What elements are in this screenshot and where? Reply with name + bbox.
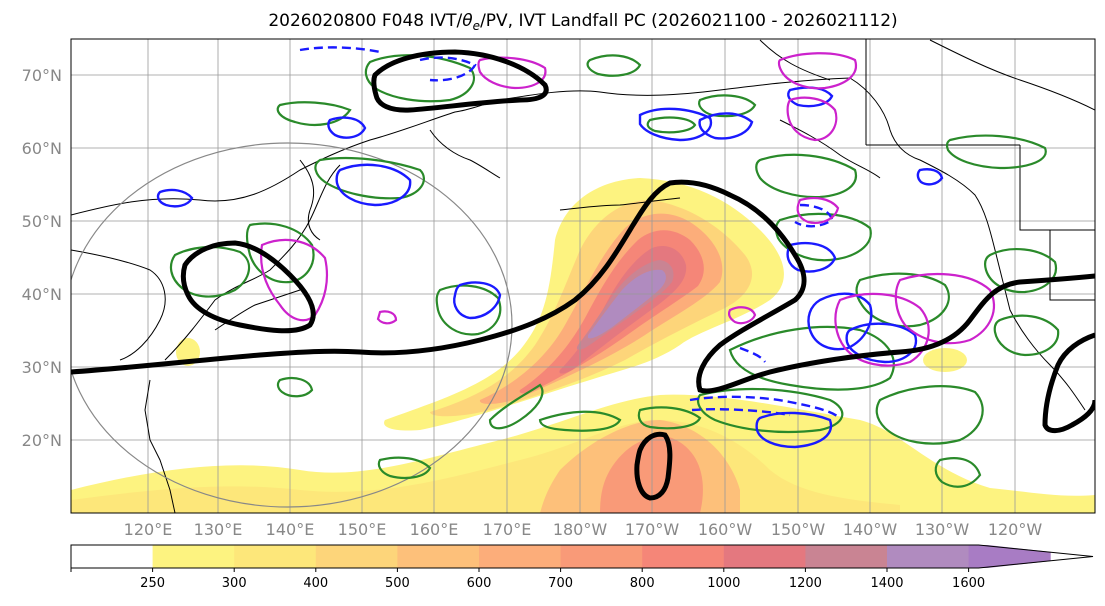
- lat-label: 70°N: [22, 66, 62, 85]
- lon-label: 160°W: [698, 520, 753, 539]
- graticule: [71, 39, 1095, 513]
- colorbar-segment: [968, 545, 1051, 568]
- colorbar-label: 250: [140, 576, 165, 591]
- colorbar-segment: [234, 545, 317, 568]
- lon-label: 120°W: [988, 520, 1043, 539]
- colorbar-segment: [887, 545, 970, 568]
- lon-label: 130°E: [194, 520, 243, 539]
- pv-dashed-contours: [299, 46, 841, 419]
- map-panel: [71, 39, 1095, 513]
- colorbar-segment: [805, 545, 888, 568]
- colorbar-label: 700: [548, 576, 573, 591]
- colorbar-label: 1000: [707, 576, 740, 591]
- lon-label: 150°W: [771, 520, 826, 539]
- colorbar-label: 1400: [870, 576, 903, 591]
- lon-label: 140°E: [266, 520, 315, 539]
- lon-label: 130°W: [915, 520, 970, 539]
- lat-label: 60°N: [22, 139, 62, 158]
- colorbar-segment: [315, 545, 398, 568]
- colorbar-segment: [71, 545, 154, 568]
- latitude-labels: 70°N 60°N 50°N 40°N 30°N 20°N: [22, 66, 62, 450]
- colorbar-label: 400: [303, 576, 328, 591]
- coastlines: [71, 39, 1095, 513]
- ivt-band-south-700: [600, 436, 703, 513]
- lon-label: 150°E: [338, 520, 387, 539]
- colorbar-label: 300: [222, 576, 247, 591]
- lat-label: 30°N: [22, 358, 62, 377]
- lon-label: 160°E: [410, 520, 459, 539]
- colorbar-segment: [479, 545, 562, 568]
- colorbar-segment: [152, 545, 235, 568]
- colorbar-outline: [70, 544, 1094, 569]
- lon-label: 170°E: [483, 520, 532, 539]
- colorbar-label: 500: [385, 576, 410, 591]
- map-border: [70, 38, 1096, 514]
- lon-label: 170°W: [625, 520, 680, 539]
- longitude-labels: 120°E 130°E 140°E 150°E 160°E 170°E 180°…: [124, 520, 1043, 539]
- landfall-pc-contours: [71, 49, 1095, 501]
- ivt-landfall-circle: [71, 142, 513, 508]
- lat-label: 20°N: [22, 431, 62, 450]
- lon-label: 120°E: [124, 520, 173, 539]
- lat-label: 50°N: [22, 212, 62, 231]
- colorbar-label: 1200: [789, 576, 822, 591]
- colorbar-label: 600: [467, 576, 492, 591]
- lon-label: 180°W: [553, 520, 608, 539]
- colorbar-segment: [397, 545, 480, 568]
- ivt-blob-east: [923, 348, 967, 372]
- colorbar-segment: [723, 545, 806, 568]
- ivt-shading: [71, 178, 1095, 513]
- colorbar-label: 800: [630, 576, 655, 591]
- colorbar-label: 1600: [952, 576, 985, 591]
- colorbar: 250 300 400 500 600 700 800 1000 1200 1400 1600: [70, 544, 1096, 591]
- colorbar-segment: [560, 545, 643, 568]
- lat-label: 40°N: [22, 285, 62, 304]
- chart-title: 2026020800 F048 IVT/θe/PV, IVT Landfall …: [268, 11, 897, 33]
- lon-label: 140°W: [843, 520, 898, 539]
- ivt-plume-1400: [588, 269, 666, 339]
- colorbar-segment: [642, 545, 725, 568]
